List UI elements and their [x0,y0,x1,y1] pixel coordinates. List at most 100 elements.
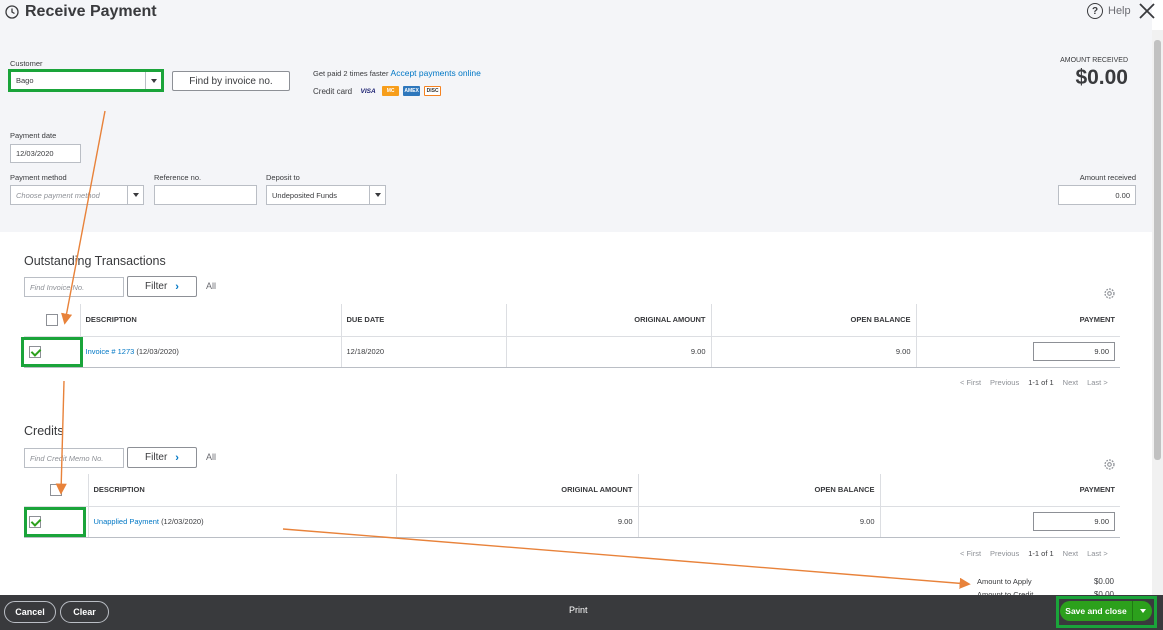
column-header-payment: PAYMENT [1079,485,1115,495]
help-icon: ? [1087,3,1103,19]
amount-received-field-label: Amount received [1079,173,1136,182]
pager-range: 1-1 of 1 [1028,549,1054,558]
due-date-cell: 12/18/2020 [341,335,507,368]
invoice-link[interactable]: Invoice # 1273 [85,347,135,356]
clear-button[interactable]: Clear [60,601,109,623]
mastercard-icon: MC [382,86,400,96]
gear-icon[interactable] [1103,287,1116,300]
save-and-close-button[interactable]: Save and close [1060,601,1152,621]
payment-date-input[interactable]: 12/03/2020 [10,144,81,163]
column-header-original-amount: ORIGINAL AMOUNT [396,474,639,506]
outstanding-select-all-cell [24,304,81,336]
save-options-toggle[interactable] [1132,601,1152,621]
payment-cell: 9.00 [916,335,1120,368]
deposit-to-select[interactable]: Undeposited Funds [266,185,386,205]
customer-select[interactable]: Bago [10,71,162,90]
credit-date: (12/03/2020) [161,517,204,526]
gear-icon[interactable] [1103,458,1116,471]
column-header-due-date: DUE DATE [341,304,507,336]
credits-pagination: < First Previous 1-1 of 1 Next Last > [960,549,1108,558]
original-amount-cell: 9.00 [396,505,639,538]
credit-payment-input[interactable]: 9.00 [1033,512,1115,531]
credits-table: DESCRIPTION ORIGINAL AMOUNT OPEN BALANCE… [24,474,1120,538]
row-select-cell [24,335,81,368]
pager-first[interactable]: < First [960,378,982,387]
scrollbar-thumb[interactable] [1154,40,1161,460]
footer-bar: Cancel Clear Print Save and close [0,595,1163,630]
pager-next[interactable]: Next [1062,549,1079,558]
reference-input[interactable] [154,185,257,205]
payment-method-select[interactable]: Choose payment method [10,185,144,205]
pager-last[interactable]: Last > [1087,549,1108,558]
pager-range: 1-1 of 1 [1028,378,1054,387]
customer-dropdown-toggle[interactable] [145,72,161,89]
select-all-checkbox[interactable] [49,483,62,496]
row-checkbox[interactable] [29,345,41,358]
pager-first[interactable]: < First [960,549,982,558]
table-row: Invoice # 1273 (12/03/2020) 12/18/2020 9… [24,335,1120,368]
chevron-down-icon [1139,609,1146,613]
chevron-right-icon: › [175,280,179,293]
accept-payments-link[interactable]: Accept payments online [390,68,481,78]
column-header-open-balance: OPEN BALANCE [638,474,881,506]
outstanding-table: DESCRIPTION DUE DATE ORIGINAL AMOUNT OPE… [24,304,1120,368]
deposit-dropdown-toggle[interactable] [369,186,385,204]
pager-last[interactable]: Last > [1087,378,1108,387]
amount-received-input[interactable]: 0.00 [1058,185,1136,205]
find-credit-memo-input[interactable]: Find Credit Memo No. [24,448,124,468]
chevron-down-icon [150,78,157,83]
column-header-original-amount: ORIGINAL AMOUNT [506,304,712,336]
invoice-date: (12/03/2020) [136,347,179,356]
find-by-invoice-button[interactable]: Find by invoice no. [172,71,290,91]
amount-to-apply-label: Amount to Apply [977,577,1032,586]
promo-text: Get paid 2 times faster Accept payments … [313,68,481,78]
outstanding-filter-button[interactable]: Filter › [127,276,197,297]
credit-card-row: Credit card VISA MC AMEX DISC [313,86,442,96]
chevron-down-icon [132,193,139,197]
help-link[interactable]: ? Help [1087,3,1131,19]
print-button[interactable]: Print [569,605,588,615]
row-checkbox[interactable] [29,515,41,528]
vertical-scrollbar[interactable] [1152,30,1163,595]
pager-previous[interactable]: Previous [990,549,1020,558]
visa-icon: VISA [360,87,376,95]
credits-select-all-cell [24,474,89,506]
reference-label: Reference no. [154,173,202,182]
description-cell: Invoice # 1273 (12/03/2020) [80,335,342,368]
filter-label: Filter [145,452,168,463]
payment-method-placeholder: Choose payment method [16,190,100,200]
column-header-description: DESCRIPTION [80,304,342,336]
pager-previous[interactable]: Previous [990,378,1020,387]
payment-amount-input[interactable]: 9.00 [1033,342,1115,361]
payment-method-label: Payment method [10,173,67,182]
chevron-right-icon: › [175,451,179,464]
open-balance-cell: 9.00 [638,505,881,538]
amount-to-credit-value: $0.00 [1080,590,1114,599]
amount-received-total: $0.00 [1075,66,1128,89]
row-select-cell [24,505,89,538]
credit-link[interactable]: Unapplied Payment [93,517,159,526]
payment-method-dropdown-toggle[interactable] [127,186,143,204]
filter-label: Filter [145,281,168,292]
cancel-button[interactable]: Cancel [4,601,56,623]
outstanding-title: Outstanding Transactions [24,254,166,268]
close-icon[interactable] [1138,2,1156,20]
column-header-payment: PAYMENT [1079,315,1115,325]
save-and-close-label: Save and close [1065,606,1127,616]
select-all-checkbox[interactable] [45,313,58,326]
pager-next[interactable]: Next [1062,378,1079,387]
find-invoice-input[interactable]: Find Invoice No. [24,277,124,297]
outstanding-all-label: All [206,281,217,291]
customer-label: Customer [10,59,43,68]
amount-to-credit-label: Amount to Credit [977,590,1033,599]
outstanding-pagination: < First Previous 1-1 of 1 Next Last > [960,378,1108,387]
promo-label: Get paid 2 times faster [313,69,389,78]
column-header-description: DESCRIPTION [88,474,397,506]
amex-icon: AMEX [403,86,421,96]
amount-to-apply-value: $0.00 [1093,577,1114,586]
credits-title: Credits [24,424,64,438]
history-icon[interactable] [4,4,20,20]
discover-icon: DISC [424,86,442,96]
credit-card-label: Credit card [313,86,353,96]
credits-filter-button[interactable]: Filter › [127,447,197,468]
